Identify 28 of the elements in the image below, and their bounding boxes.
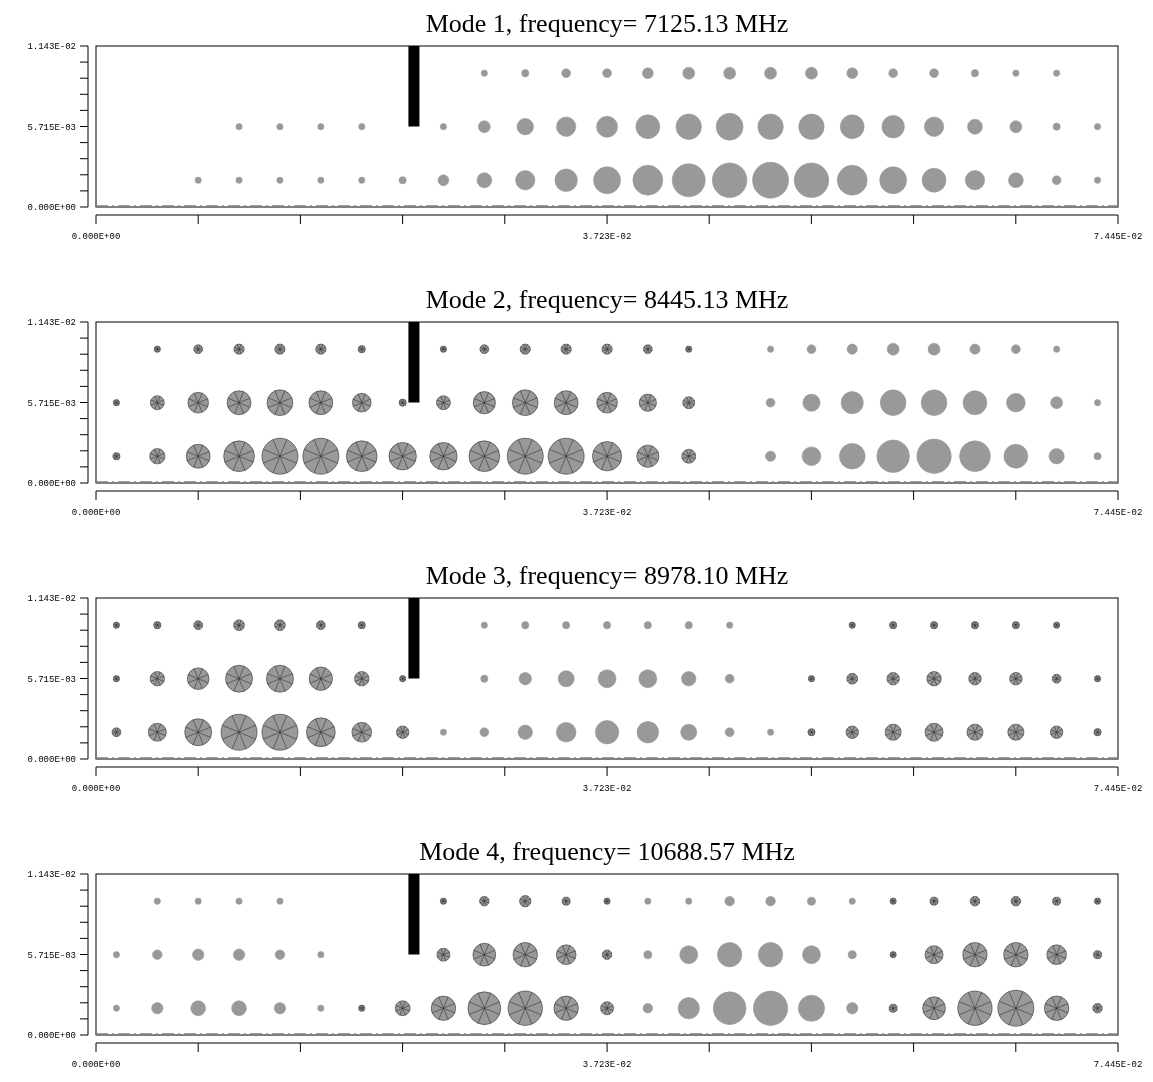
chart-title: Mode 1, frequency= 7125.13 MHz xyxy=(425,9,789,38)
x-tick-label: 7.445E-02 xyxy=(1093,232,1143,242)
x-tick-label: 0.000E+00 xyxy=(71,508,121,518)
chart-title: Mode 3, frequency= 8978.10 MHz xyxy=(425,561,789,590)
y-tick-label: 1.143E-02 xyxy=(27,594,76,605)
x-tick-label: 0.000E+00 xyxy=(71,1060,121,1070)
x-tick-label: 7.445E-02 xyxy=(1093,1060,1143,1070)
x-tick-label: 3.723E-02 xyxy=(582,508,632,518)
y-tick-label: 0.000E+00 xyxy=(27,479,76,490)
x-tick-label: 0.000E+00 xyxy=(71,784,121,794)
x-tick-label: 0.000E+00 xyxy=(71,232,121,242)
y-tick-label: 1.143E-02 xyxy=(27,870,76,881)
y-tick-label: 0.000E+00 xyxy=(27,755,76,766)
chart-title: Mode 2, frequency= 8445.13 MHz xyxy=(425,285,789,314)
x-tick-label: 7.445E-02 xyxy=(1093,784,1143,794)
y-tick-label: 0.000E+00 xyxy=(27,1031,76,1042)
x-tick-label: 3.723E-02 xyxy=(582,784,632,794)
x-tick-label: 3.723E-02 xyxy=(582,232,632,242)
y-tick-label: 0.000E+00 xyxy=(27,203,76,214)
y-tick-label: 1.143E-02 xyxy=(27,318,76,329)
y-tick-label: 5.715E-03 xyxy=(27,122,76,133)
y-tick-label: 5.715E-03 xyxy=(27,950,76,961)
chart-title: Mode 4, frequency= 10688.57 MHz xyxy=(419,837,795,866)
y-tick-label: 5.715E-03 xyxy=(27,398,76,409)
y-tick-label: 1.143E-02 xyxy=(27,42,76,53)
y-tick-label: 5.715E-03 xyxy=(27,674,76,685)
x-tick-label: 3.723E-02 xyxy=(582,1060,632,1070)
x-tick-label: 7.445E-02 xyxy=(1093,508,1143,518)
